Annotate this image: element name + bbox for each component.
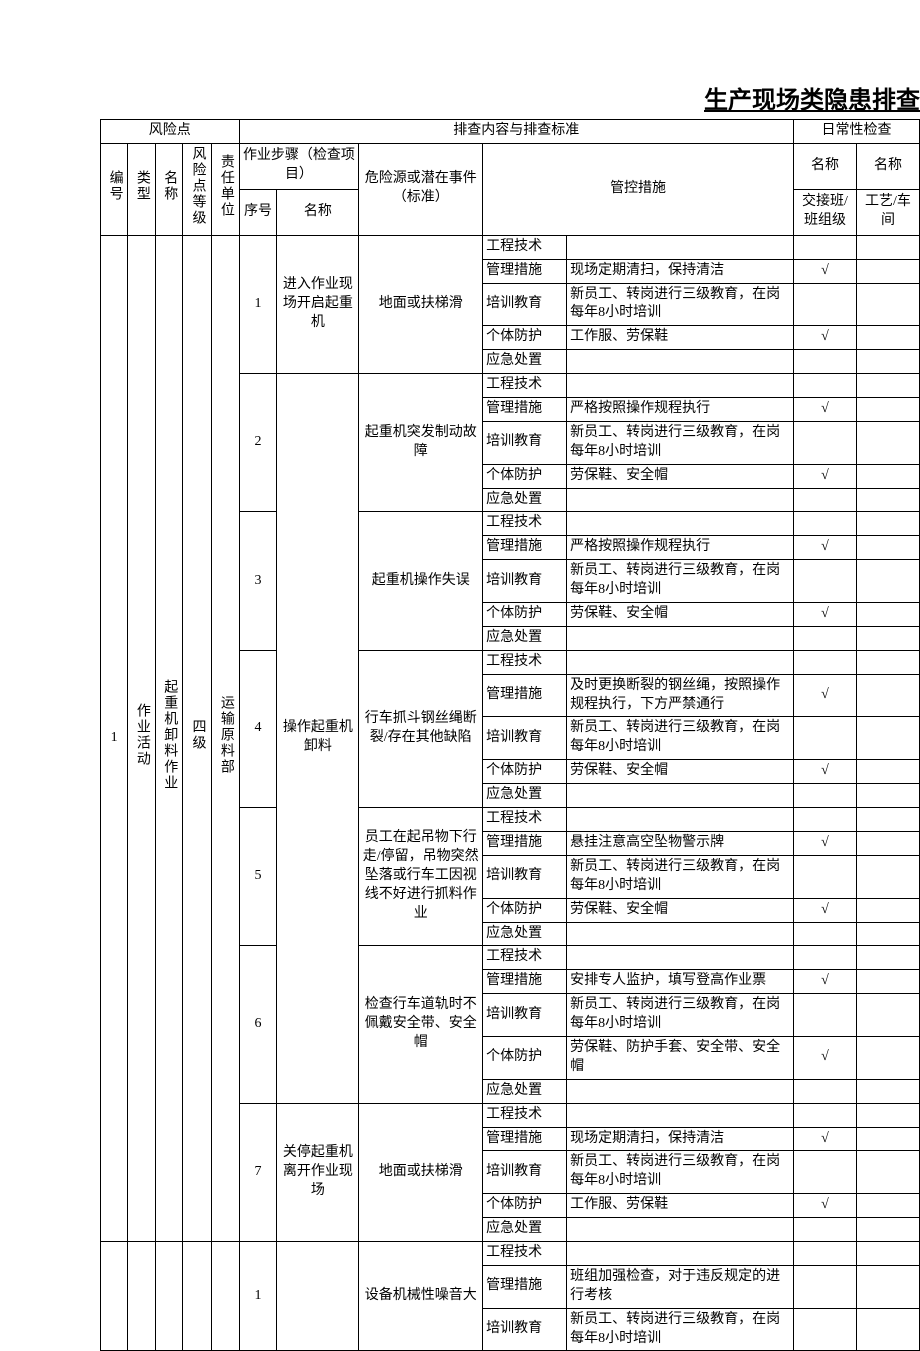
s4-seq: 4 [239,650,277,807]
s1-ppe-lbl: 个体防护 [483,326,567,350]
s1-eng-c2 [856,235,919,259]
s4-step-big: 操作起重机卸料 [277,374,359,1104]
hdr-unit: 责任单位 [212,143,239,235]
s1-emer [567,350,794,374]
hdr-control: 管控措施 [483,143,794,235]
g2-num [101,1241,128,1350]
s1-ppe-c1: √ [793,326,856,350]
hdr-inspect: 排查内容与排查标准 [239,120,793,144]
hdr-mingcheng: 名称 [155,143,182,235]
s1-mgmt-c2 [856,259,919,283]
s1-ppe-c2 [856,326,919,350]
s8-seq: 1 [239,1241,277,1350]
s3-hazard: 起重机操作失误 [359,512,483,650]
s5-seq: 5 [239,808,277,946]
s6-hazard: 检查行车道轨时不佩戴安全带、安全帽 [359,946,483,1103]
s1-train-c1 [793,283,856,326]
s1-eng [567,235,794,259]
hdr-xuhao: 序号 [239,189,277,235]
s4-hazard: 行车抓斗钢丝绳断裂/存在其他缺陷 [359,650,483,807]
s1-emer-lbl: 应急处置 [483,350,567,374]
s1-seq: 1 [239,235,277,373]
s1-ppe: 工作服、劳保鞋 [567,326,794,350]
s1-mgmt-lbl: 管理措施 [483,259,567,283]
hdr-dc-sub1: 交接班/班组级 [793,189,856,235]
g2-unit [212,1241,239,1350]
s1-train-lbl: 培训教育 [483,283,567,326]
s1-eng-c1 [793,235,856,259]
hdr-risk-point: 风险点 [101,120,240,144]
s1-eng-lbl: 工程技术 [483,235,567,259]
s1-train: 新员工、转岗进行三级教育，在岗每年8小时培训 [567,283,794,326]
s5-hazard: 员工在起吊物下行走/停留，吊物突然坠落或行车工因视线不好进行抓料作业 [359,808,483,946]
s2-seq: 2 [239,374,277,512]
g1-type: 作业活动 [128,235,155,1241]
hdr-mingcheng2: 名称 [277,189,359,235]
s1-emer-c1 [793,350,856,374]
hdr-step: 作业步骤（检查项目） [239,143,359,189]
s7-step: 关停起重机离开作业现场 [277,1103,359,1241]
s6-seq: 6 [239,946,277,1103]
s1-step: 进入作业现场开启起重机 [277,235,359,373]
g1-name: 起重机卸料作业 [155,235,182,1241]
hdr-daily: 日常性检查 [793,120,919,144]
s8-step [277,1241,359,1350]
g1-unit: 运输原料部 [212,235,239,1241]
hdr-leixing: 类型 [128,143,155,235]
s7-seq: 7 [239,1103,277,1241]
s1-emer-c2 [856,350,919,374]
hdr-hazard: 危险源或潜在事件 （标准） [359,143,483,235]
s1-mgmt: 现场定期清扫，保持清洁 [567,259,794,283]
s7-hazard: 地面或扶梯滑 [359,1103,483,1241]
hdr-dc1: 名称 [793,143,856,189]
g2-level [182,1241,211,1350]
hazard-table: 风险点 排查内容与排查标准 日常性检查 编号 类型 名称 风险点等级 责任单位 … [100,119,920,1351]
g1-level: 四级 [182,235,211,1241]
g2-name [155,1241,182,1350]
s8-hazard: 设备机械性噪音大 [359,1241,483,1350]
s2-hazard: 起重机突发制动故障 [359,374,483,512]
g2-type [128,1241,155,1350]
doc-title: 生产现场类隐患排查 [0,80,920,115]
g1-num: 1 [101,235,128,1241]
s1-hazard: 地面或扶梯滑 [359,235,483,373]
s1-mgmt-c1: √ [793,259,856,283]
hdr-bianhao: 编号 [101,143,128,235]
hdr-dc-sub2: 工艺/车间 [856,189,919,235]
hdr-dc2: 名称 [856,143,919,189]
s1-train-c2 [856,283,919,326]
hdr-level: 风险点等级 [182,143,211,235]
s3-seq: 3 [239,512,277,650]
